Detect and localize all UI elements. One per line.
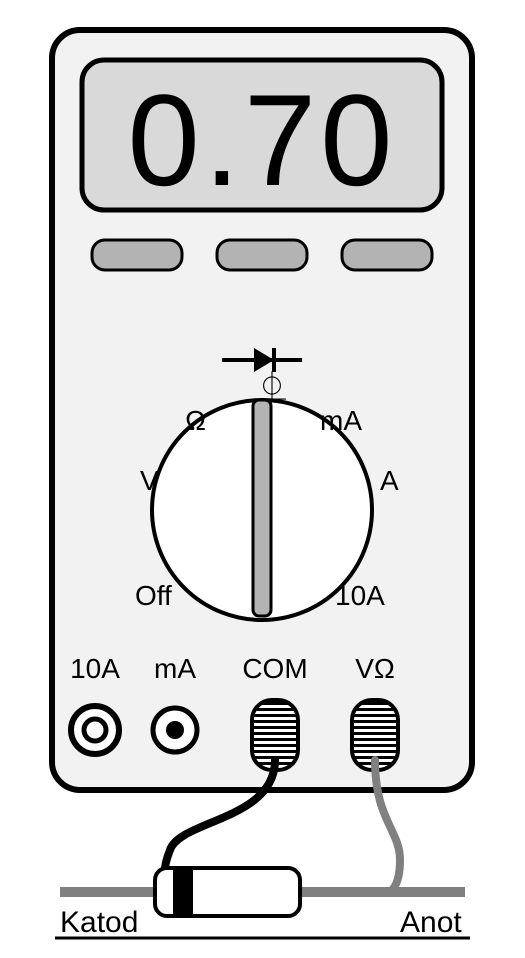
dial-label-10a: 10A	[335, 580, 385, 611]
dial-label-off: Off	[135, 580, 172, 611]
jack-label-com: COM	[242, 653, 307, 684]
soft-buttons	[92, 240, 432, 270]
jack-label-10a: 10A	[70, 653, 120, 684]
label-cathode: Katod	[60, 906, 138, 939]
dial-label-v: V	[140, 465, 159, 496]
dial-pointer	[253, 400, 271, 616]
label-anode: Anot	[400, 906, 462, 939]
jack-label-ma: mA	[154, 653, 196, 684]
dial-label-ω: Ω	[185, 405, 206, 436]
multimeter-diagram: 0.70 ΩmA V A Off 10A ⏂ 10A mA COM VΩ Katod Anot	[0, 0, 525, 958]
dial-label-ma: mA	[320, 405, 362, 436]
soft-button-2[interactable]	[217, 240, 307, 270]
dial-label-⏂: ⏂	[258, 370, 286, 402]
jack-label-vohm: VΩ	[355, 653, 395, 684]
display: 0.70	[82, 60, 442, 213]
dial-label-a: A	[380, 465, 399, 496]
soft-button-3[interactable]	[342, 240, 432, 270]
soft-button-1[interactable]	[92, 240, 182, 270]
display-value: 0.70	[127, 67, 396, 213]
